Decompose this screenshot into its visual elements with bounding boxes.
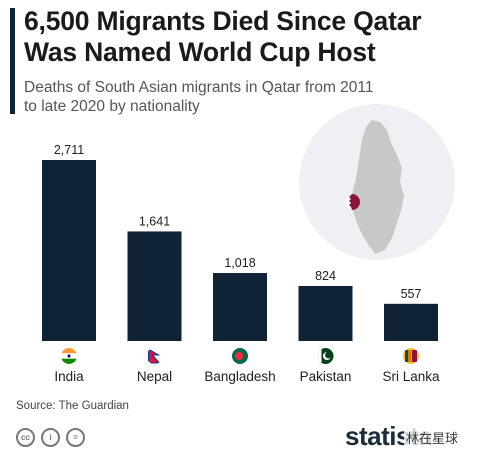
- category-label: Sri Lanka: [382, 369, 440, 384]
- qatar-flag-icon: [344, 194, 360, 210]
- bar-india: [42, 160, 96, 341]
- pakistan-flag-icon: [317, 348, 334, 364]
- bar-nepal: [127, 231, 182, 341]
- sri-lanka-flag-icon: [403, 348, 419, 364]
- bar-pakistan: [298, 285, 353, 341]
- category-label: India: [54, 369, 84, 384]
- chart-title: 6,500 Migrants Died Since Qatar Was Name…: [24, 6, 422, 67]
- bar-sri-lanka: [384, 303, 438, 341]
- no-derivatives-icon: =: [66, 428, 85, 447]
- category-label: Pakistan: [300, 369, 352, 384]
- bar-value-label: 1,641: [139, 214, 170, 228]
- watermark: 林在星球: [404, 428, 461, 447]
- bar-value-label: 824: [315, 269, 336, 283]
- bangladesh-flag-icon: [232, 348, 248, 364]
- category-label: Nepal: [137, 369, 172, 384]
- chart-subtitle: Deaths of South Asian migrants in Qatar …: [24, 79, 374, 115]
- cc-icon: cc: [16, 428, 35, 447]
- license-icons: cc i =: [16, 428, 85, 447]
- bar-value-label: 2,711: [54, 143, 84, 157]
- qatar-land: [351, 120, 404, 254]
- nepal-flag-icon: [146, 348, 163, 364]
- source-note: Source: The Guardian: [16, 400, 129, 412]
- bar-bangladesh: [213, 273, 267, 341]
- bar-value-label: 557: [401, 287, 422, 301]
- india-flag-icon: [61, 348, 77, 364]
- category-label: Bangladesh: [204, 369, 275, 384]
- title-accent-bar: [10, 8, 15, 114]
- attribution-icon: i: [41, 428, 60, 447]
- bar-value-label: 1,018: [224, 256, 255, 270]
